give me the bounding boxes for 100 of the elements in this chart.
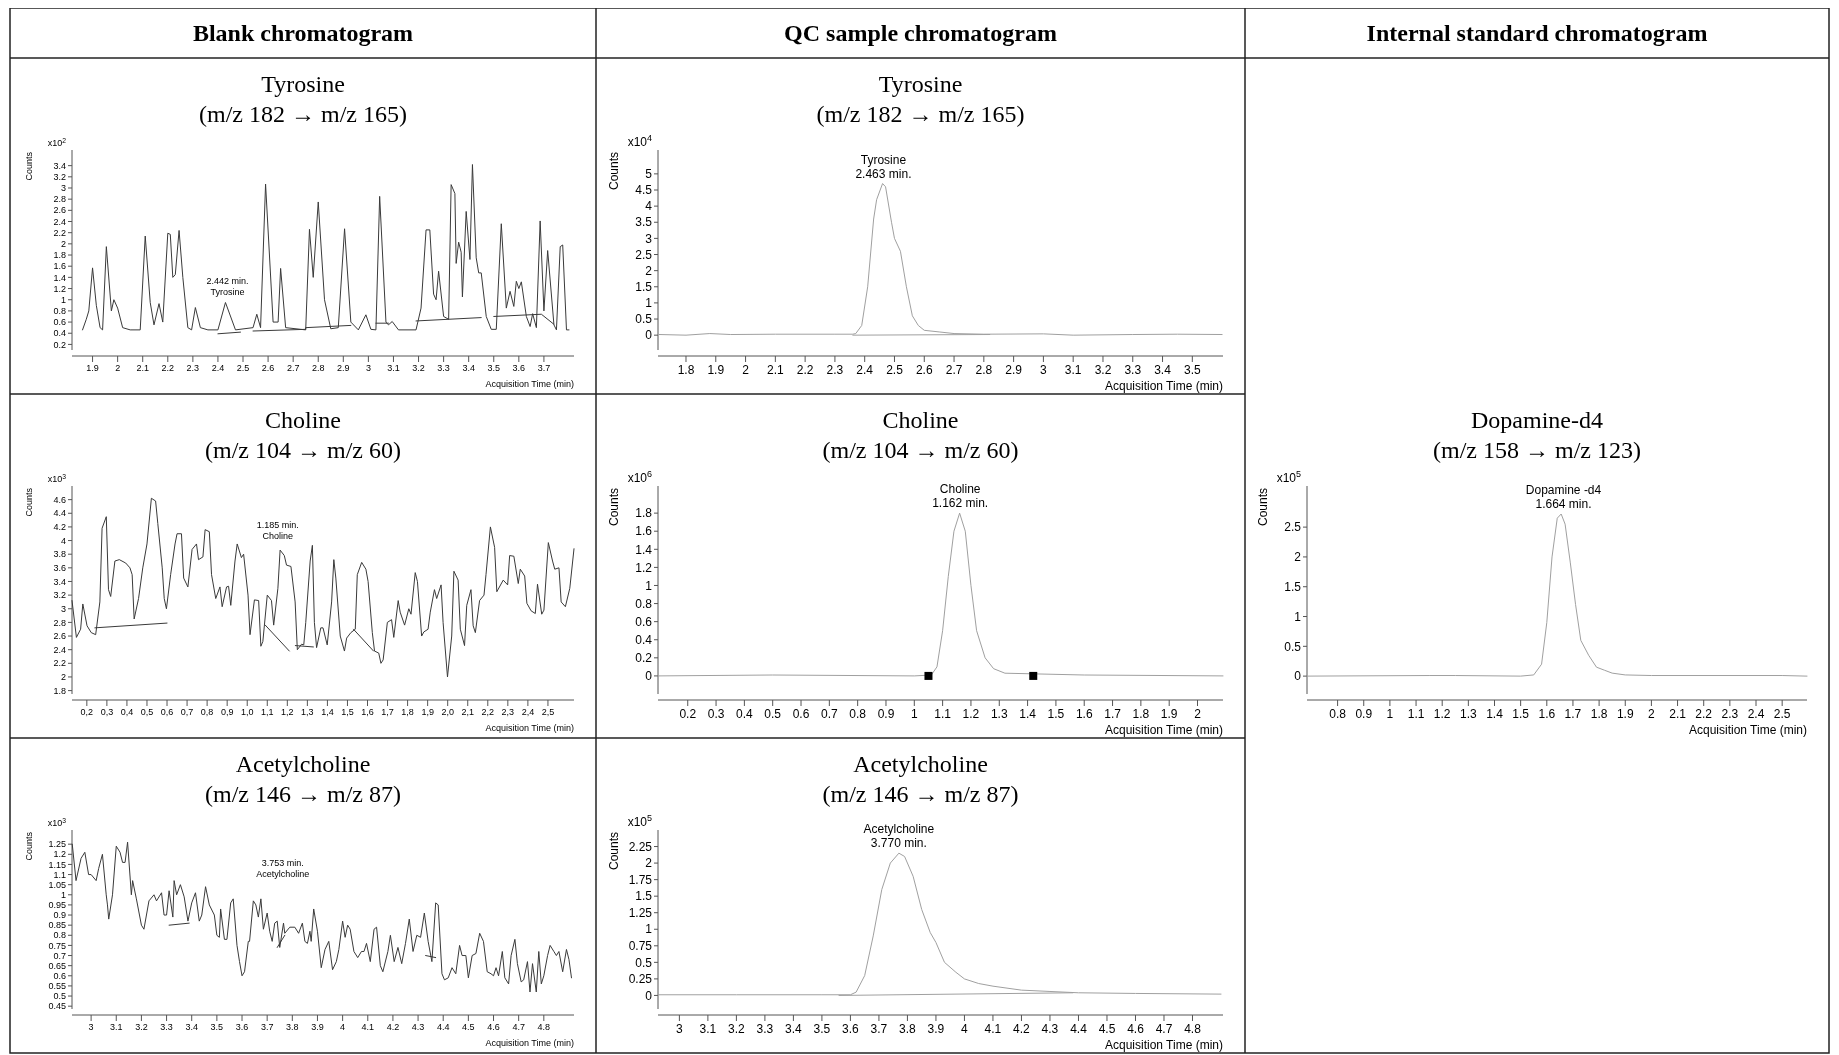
x-tick-label: 2.3 xyxy=(186,363,200,373)
y-tick-label: 4.5 xyxy=(635,183,653,198)
x-tick-label: 4.3 xyxy=(411,1022,425,1032)
y-tick-label: 0.8 xyxy=(635,596,653,611)
y-tick-label: 1.8 xyxy=(53,685,66,696)
x-tick-label: 3.1 xyxy=(387,363,400,373)
x-tick-label: 1.2 xyxy=(962,707,980,721)
annotation: Tyrosine 2.463 min. xyxy=(855,152,912,181)
y-tick-label: 0 xyxy=(645,988,653,1003)
y-tick-label: 0.65 xyxy=(48,960,66,971)
x-tick-label: 4.1 xyxy=(984,1022,1002,1036)
x-tick-label: 4.6 xyxy=(487,1022,500,1032)
y-tick-label: 1 xyxy=(645,922,653,937)
y-tick-label: 1 xyxy=(645,296,653,311)
x-tick-label: 3.9 xyxy=(311,1022,324,1032)
x-tick-label: 2.5 xyxy=(1773,707,1791,721)
text: x10$^{3}$ xyxy=(47,816,67,828)
x-tick-label: 2.9 xyxy=(337,363,350,373)
x-tick-label: 1.9 xyxy=(1616,707,1634,721)
x-tick-label: 2,2 xyxy=(481,707,495,717)
y-axis-title: Counts xyxy=(607,832,621,871)
x-tick-label: 3.6 xyxy=(512,363,526,373)
y-tick-label: 1.5 xyxy=(635,889,653,904)
x-tick-label: 0.2 xyxy=(679,707,697,721)
x-tick-label: 4.8 xyxy=(537,1022,551,1032)
x-tick-label: 1,0 xyxy=(240,707,254,717)
y-tick-label: 3 xyxy=(60,603,66,614)
text: Internal standard chromatogram xyxy=(1366,20,1708,46)
x-tick-label: 3.9 xyxy=(927,1022,945,1036)
annotation: 1.185 min. Choline xyxy=(256,519,299,541)
annotation: Dopamine -d4 1.664 min. xyxy=(1525,483,1602,512)
x-tick-label: 3.7 xyxy=(537,363,551,373)
x-tick-label: 1.7 xyxy=(1564,707,1582,721)
y-tick-label: 4 xyxy=(60,535,66,546)
x-tick-label: 2.1 xyxy=(1669,707,1687,721)
x-tick-label: 2.1 xyxy=(767,363,785,377)
x-tick-label: 1.4 xyxy=(1019,707,1037,721)
x-tick-label: 0.9 xyxy=(1355,707,1373,721)
x-tick-label: 2,1 xyxy=(461,707,474,717)
y-tick-label: 0.75 xyxy=(628,939,653,953)
y-tick-label: 0.5 xyxy=(635,955,653,970)
y-tick-label: 4 xyxy=(645,199,653,214)
x-tick-label: 3.2 xyxy=(135,1022,148,1032)
x-tick-label: 0.4 xyxy=(736,707,754,721)
x-tick-label: 4.6 xyxy=(1127,1022,1145,1036)
y-tick-label: 2.2 xyxy=(53,227,66,238)
x-tick-label: 0,2 xyxy=(80,707,94,717)
x-tick-label: 3.7 xyxy=(870,1022,888,1036)
x-tick-label: 2 xyxy=(115,363,121,373)
y-tick-label: 0.75 xyxy=(48,940,66,951)
text: x10$^{3}$ xyxy=(47,472,67,484)
y-tick-label: 1.6 xyxy=(53,261,66,272)
x-tick-label: 3.8 xyxy=(899,1022,917,1036)
x-tick-label: 1,6 xyxy=(361,707,374,717)
x-tick-label: 0.8 xyxy=(1329,707,1347,721)
x-tick-label: 2 xyxy=(1648,707,1656,721)
x-tick-label: 3.2 xyxy=(1094,363,1112,377)
y-tick-label: 1.8 xyxy=(53,250,66,261)
x-tick-label: 1,1 xyxy=(261,707,274,717)
x-tick-label: 1,2 xyxy=(281,707,294,717)
y-axis-title: Counts xyxy=(607,152,621,191)
x-tick-label: 2 xyxy=(1194,707,1202,721)
x-tick-label: 3.2 xyxy=(412,363,425,373)
x-tick-label: 4.7 xyxy=(1155,1022,1173,1036)
y-tick-label: 0.95 xyxy=(48,900,66,911)
x-tick-label: 4 xyxy=(961,1022,969,1036)
y-tick-label: 1 xyxy=(645,578,653,593)
text: Blank chromatogram xyxy=(192,20,414,46)
chart-title: Tyrosine (m/z 182 → m/z 165) xyxy=(816,71,1025,127)
x-tick-label: 2.1 xyxy=(136,363,149,373)
y-tick-label: 2.2 xyxy=(53,658,66,669)
x-tick-label: 2.4 xyxy=(1747,707,1765,721)
x-tick-label: 0.3 xyxy=(707,707,725,721)
y-tick-label: 0.7 xyxy=(53,950,66,961)
x-tick-label: 2.2 xyxy=(796,363,814,377)
x-tick-label: 3.6 xyxy=(842,1022,860,1036)
y-tick-label: 0.2 xyxy=(635,651,653,666)
y-tick-label: 1.2 xyxy=(635,560,653,575)
y-tick-label: 0.55 xyxy=(48,981,66,992)
y-tick-label: 4.4 xyxy=(53,508,66,519)
x-tick-label: 1,9 xyxy=(421,707,434,717)
x-tick-label: 2.6 xyxy=(261,363,275,373)
y-tick-label: 1.5 xyxy=(635,279,653,294)
x-tick-label: 4.2 xyxy=(1013,1022,1031,1036)
y-axis-title: Counts xyxy=(24,151,34,181)
y-tick-label: 2 xyxy=(60,672,66,683)
y-tick-label: 1.25 xyxy=(628,905,653,920)
x-tick-label: 2,4 xyxy=(521,707,535,717)
x-tick-label: 0.7 xyxy=(821,707,838,721)
y-tick-label: 1.4 xyxy=(635,542,653,557)
x-tick-label: 4 xyxy=(340,1022,346,1032)
chart-title: Acetylcholine (m/z 146 → m/z 87) xyxy=(822,751,1019,807)
x-tick-label: 2 xyxy=(742,363,750,377)
y-tick-label: 0.4 xyxy=(635,632,653,647)
y-tick-label: 4.2 xyxy=(53,522,66,533)
x-tick-label: 3 xyxy=(676,1022,684,1036)
y-tick-label: 3.8 xyxy=(53,549,66,560)
y-tick-label: 1.6 xyxy=(635,524,653,539)
x-tick-label: 1.4 xyxy=(1486,707,1504,721)
x-tick-label: 3.4 xyxy=(462,363,475,373)
